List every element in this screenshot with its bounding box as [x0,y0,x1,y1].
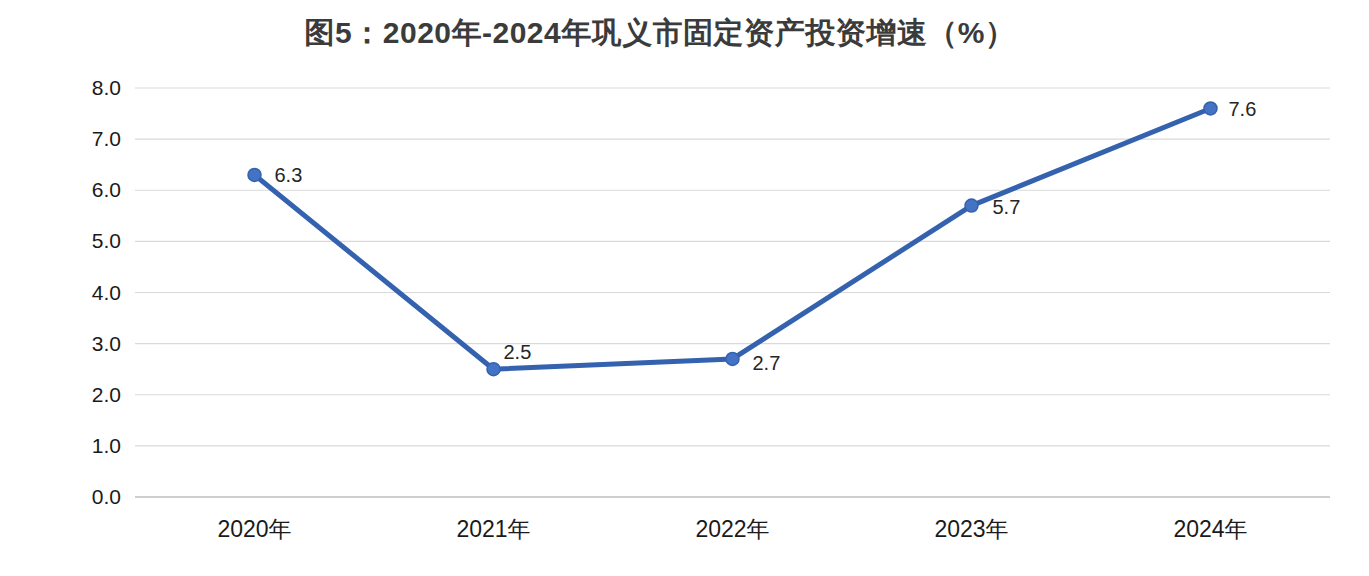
series-line [255,108,1211,369]
y-tick-label: 2.0 [92,383,121,406]
y-tick-label: 1.0 [92,434,121,457]
data-point-marker [487,363,500,376]
chart-container: 图5：2020年-2024年巩义市固定资产投资增速（%） 0.01.02.03.… [0,0,1369,576]
x-tick-label: 2024年 [1173,516,1247,542]
y-tick-label: 5.0 [92,229,121,252]
data-label: 2.5 [504,341,532,363]
data-label: 7.6 [1229,98,1257,120]
x-tick-label: 2023年 [934,516,1008,542]
y-tick-label: 4.0 [92,281,121,304]
data-point-marker [1204,102,1217,115]
data-label: 5.7 [993,196,1021,218]
y-tick-label: 0.0 [92,485,121,508]
data-point-marker [965,199,978,212]
data-point-marker [726,352,739,365]
x-tick-label: 2021年 [456,516,530,542]
data-label: 2.7 [753,352,781,374]
y-tick-label: 3.0 [92,332,121,355]
data-point-marker [248,168,261,181]
line-plot: 0.0 1.0 2.0 3.0 4.0 5.0 6.0 7.0 8.0 2020年 2021年 202… [0,0,1369,576]
y-tick-label: 7.0 [92,127,121,150]
y-tick-label: 8.0 [92,76,121,99]
x-tick-label: 2022年 [695,516,769,542]
y-tick-label: 6.0 [92,178,121,201]
x-tick-label: 2020年 [217,516,291,542]
data-label: 6.3 [275,164,303,186]
